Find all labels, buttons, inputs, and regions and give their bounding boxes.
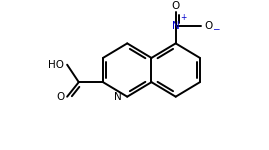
Text: O: O [205, 21, 213, 31]
Text: N: N [114, 92, 121, 102]
Text: −: − [211, 24, 219, 33]
Text: O: O [56, 92, 64, 102]
Text: N: N [172, 21, 180, 31]
Text: +: + [180, 13, 187, 22]
Text: O: O [172, 1, 180, 11]
Text: HO: HO [48, 60, 64, 70]
